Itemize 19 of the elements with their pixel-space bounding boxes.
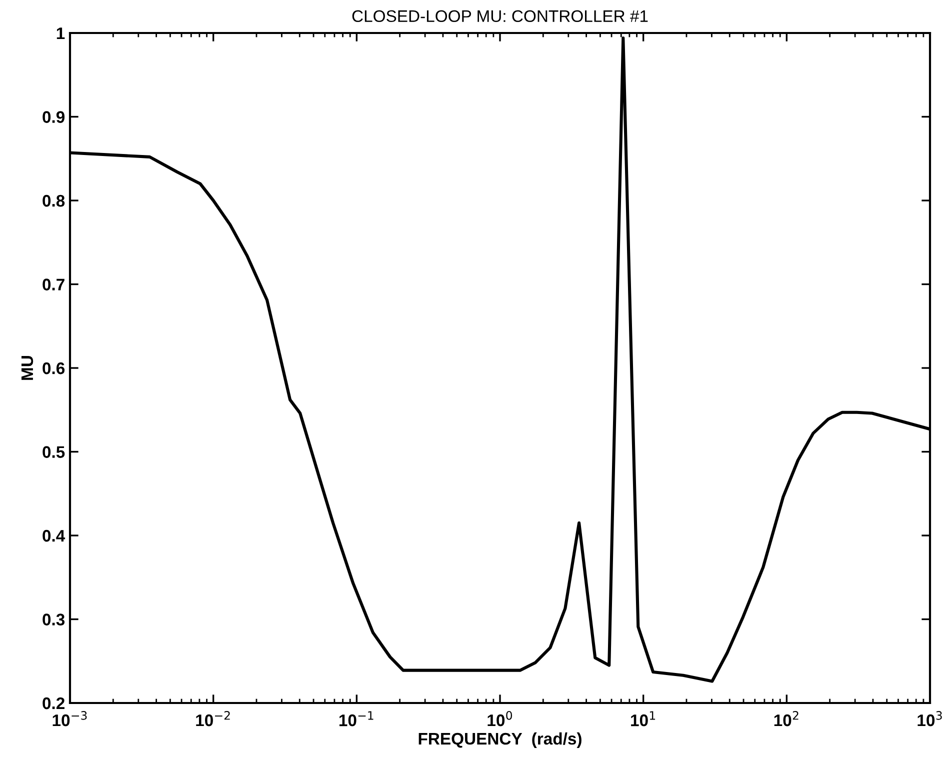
y-tick-label: 0.7 — [42, 278, 64, 290]
y-tick-label: 0.6 — [42, 362, 65, 374]
x-tick-label: 10$^{2}$ — [774, 711, 798, 726]
x-tick-label: 10$^{−1}$ — [339, 711, 374, 726]
x-tick-label: 10$^{−2}$ — [196, 711, 230, 726]
x-tick-label: 10$^{3}$ — [918, 711, 942, 726]
y-tick-label: 0.9 — [42, 111, 65, 123]
y-tick-label: 0.4 — [42, 530, 66, 542]
y-tick-label: 0.5 — [42, 446, 65, 458]
x-axis-title: FREQUENCY (rad/s) — [418, 732, 582, 748]
y-tick-label: 0.2 — [42, 697, 64, 710]
y-tick-label: 1 — [56, 28, 65, 40]
x-tick-label: 10$^{0}$ — [488, 711, 512, 726]
y-tick-label: 0.8 — [42, 194, 65, 207]
x-tick-label: 10$^{−3}$ — [52, 711, 87, 726]
chart-title: CLOSED-LOOP MU: CONTROLLER #1 — [352, 10, 648, 22]
y-tick-label: 0.3 — [42, 614, 65, 626]
x-tick-label: 10$^{1}$ — [631, 711, 656, 726]
y-axis-title: MU — [21, 356, 34, 380]
